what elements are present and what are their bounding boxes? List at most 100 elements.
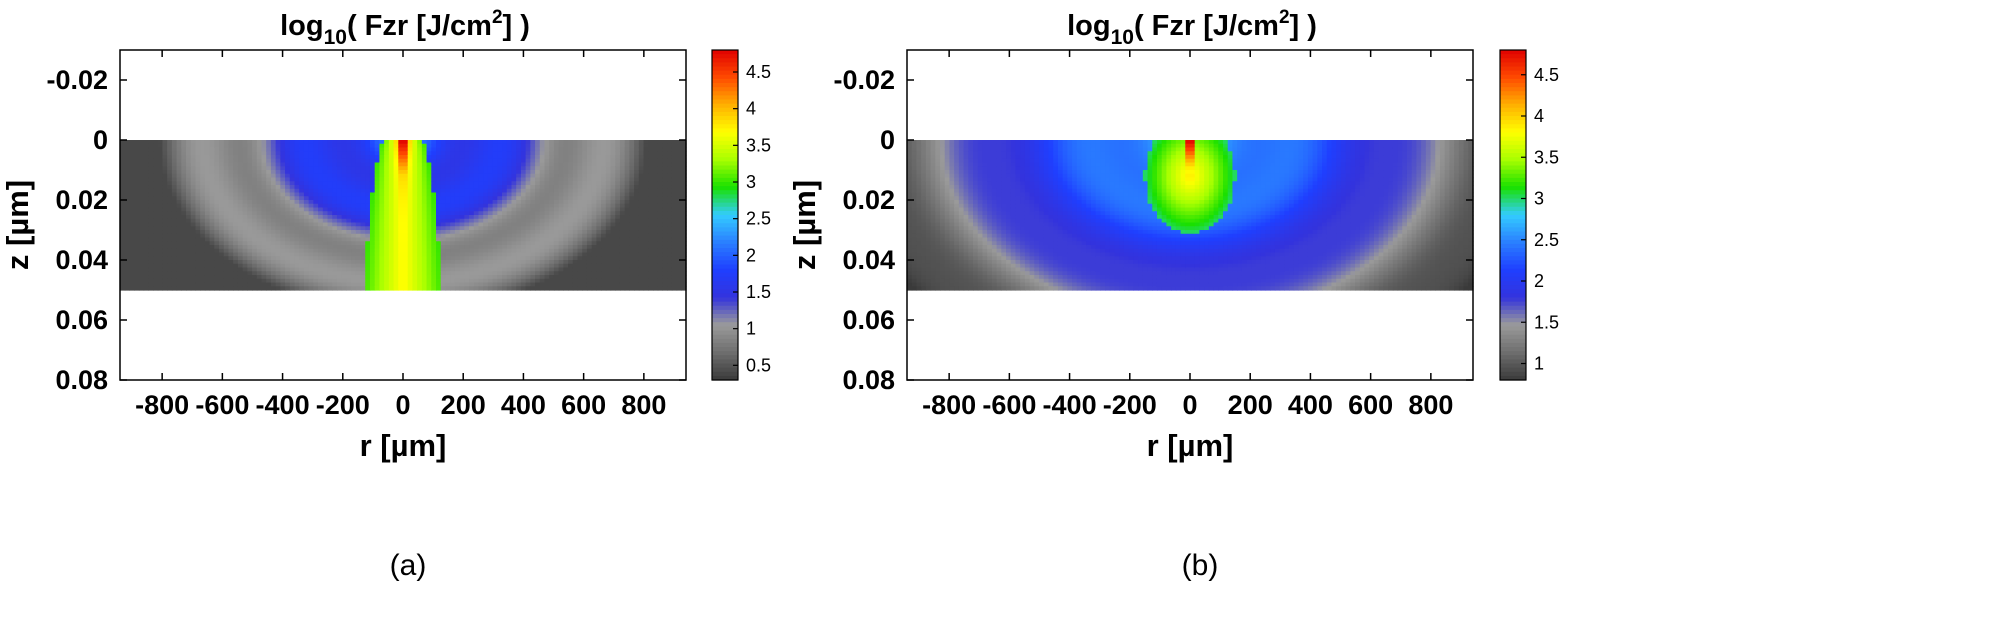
heatmap-cell bbox=[153, 218, 159, 224]
heatmap-cell bbox=[459, 252, 465, 257]
heatmap-cell bbox=[388, 185, 395, 190]
heatmap-cell bbox=[657, 166, 664, 171]
heatmap-cell bbox=[544, 166, 550, 171]
heatmap-cell bbox=[186, 275, 192, 280]
heatmap-cell bbox=[525, 177, 531, 182]
heatmap-cell bbox=[280, 200, 286, 205]
heatmap-cell bbox=[478, 151, 484, 156]
heatmap-cell bbox=[318, 226, 324, 231]
heatmap-cell bbox=[643, 200, 649, 205]
heatmap-cell bbox=[266, 140, 272, 145]
heatmap-cell bbox=[516, 278, 522, 284]
heatmap-cell bbox=[252, 147, 258, 152]
heatmap-cell bbox=[440, 222, 447, 227]
heatmap-cell bbox=[676, 207, 682, 212]
heatmap-cell bbox=[351, 271, 357, 276]
heatmap-cell bbox=[369, 222, 376, 227]
heatmap-cell bbox=[445, 158, 451, 164]
heatmap-cell bbox=[360, 188, 366, 194]
heatmap-cell bbox=[671, 215, 678, 220]
heatmap-cell bbox=[638, 215, 645, 220]
heatmap-cell bbox=[148, 248, 154, 254]
heatmap-cell bbox=[355, 211, 362, 216]
heatmap-cell bbox=[563, 181, 569, 186]
heatmap-cell bbox=[120, 173, 126, 179]
heatmap-cell bbox=[171, 147, 178, 152]
heatmap-cell bbox=[294, 166, 300, 171]
heatmap-cell bbox=[153, 173, 159, 179]
heatmap-cell bbox=[228, 170, 234, 175]
heatmap-cell bbox=[605, 256, 612, 261]
heatmap-cell bbox=[558, 177, 564, 182]
heatmap-cell bbox=[355, 207, 362, 212]
heatmap-cell bbox=[270, 192, 277, 197]
heatmap-cell bbox=[497, 278, 503, 284]
heatmap-cell bbox=[454, 222, 461, 227]
heatmap-cell bbox=[511, 241, 517, 246]
heatmap-cell bbox=[289, 185, 296, 190]
heatmap-cell bbox=[393, 188, 399, 194]
heatmap-cell bbox=[676, 147, 682, 152]
heatmap-cell bbox=[657, 207, 664, 212]
heatmap-cell bbox=[412, 162, 418, 167]
heatmap-cell bbox=[553, 275, 560, 280]
heatmap-cell bbox=[907, 147, 913, 152]
heatmap-cell bbox=[336, 200, 343, 205]
heatmap-cell bbox=[313, 192, 319, 197]
heatmap-cell bbox=[520, 147, 527, 152]
heatmap-cell bbox=[615, 222, 621, 227]
heatmap-cell bbox=[563, 207, 569, 212]
x-tick-label: 400 bbox=[501, 390, 546, 420]
heatmap-cell bbox=[431, 181, 437, 186]
heatmap-cell bbox=[384, 211, 390, 216]
heatmap-cell bbox=[586, 200, 593, 205]
heatmap-cell bbox=[478, 252, 484, 257]
heatmap-cell bbox=[610, 222, 616, 227]
heatmap-cell bbox=[162, 143, 168, 149]
heatmap-cell bbox=[497, 207, 503, 212]
heatmap-cell bbox=[138, 282, 145, 287]
heatmap-cell bbox=[440, 218, 447, 224]
heatmap-cell bbox=[487, 226, 494, 231]
heatmap-cell bbox=[138, 196, 145, 201]
heatmap-cell bbox=[436, 181, 442, 186]
heatmap-cell bbox=[379, 143, 385, 149]
heatmap-cell bbox=[681, 200, 687, 205]
heatmap-cell bbox=[671, 267, 678, 272]
y-tick-label: -0.02 bbox=[46, 65, 108, 95]
heatmap-cell bbox=[157, 211, 164, 216]
heatmap-cell bbox=[379, 211, 385, 216]
heatmap-cell bbox=[157, 260, 164, 265]
heatmap-cell bbox=[403, 192, 409, 197]
colorbar-step bbox=[712, 206, 738, 212]
heatmap-cell bbox=[516, 158, 522, 164]
heatmap-cell bbox=[558, 155, 564, 160]
heatmap-cell bbox=[520, 173, 527, 179]
heatmap-cell bbox=[285, 260, 291, 265]
heatmap-cell bbox=[285, 248, 291, 254]
heatmap-cell bbox=[440, 230, 447, 235]
heatmap-cell bbox=[200, 173, 206, 179]
heatmap-cell bbox=[638, 147, 645, 152]
heatmap-cell bbox=[360, 151, 366, 156]
heatmap-cell bbox=[261, 286, 267, 291]
heatmap-cell bbox=[572, 162, 579, 167]
heatmap-cell bbox=[261, 177, 267, 182]
heatmap-cell bbox=[520, 260, 527, 265]
heatmap-cell bbox=[483, 211, 489, 216]
heatmap-cell bbox=[247, 275, 253, 280]
heatmap-cell bbox=[445, 267, 451, 272]
heatmap-cell bbox=[445, 226, 451, 231]
heatmap-cell bbox=[469, 207, 475, 212]
heatmap-cell bbox=[186, 162, 192, 167]
heatmap-cell bbox=[162, 260, 168, 265]
heatmap-cell bbox=[148, 140, 154, 145]
heatmap-cell bbox=[261, 158, 267, 164]
heatmap-cell bbox=[454, 263, 461, 269]
heatmap-cell bbox=[124, 256, 131, 261]
heatmap-cell bbox=[176, 155, 182, 160]
heatmap-cell bbox=[313, 196, 319, 201]
heatmap-cell bbox=[596, 275, 602, 280]
heatmap-cell bbox=[676, 151, 682, 156]
heatmap-cell bbox=[233, 230, 239, 235]
